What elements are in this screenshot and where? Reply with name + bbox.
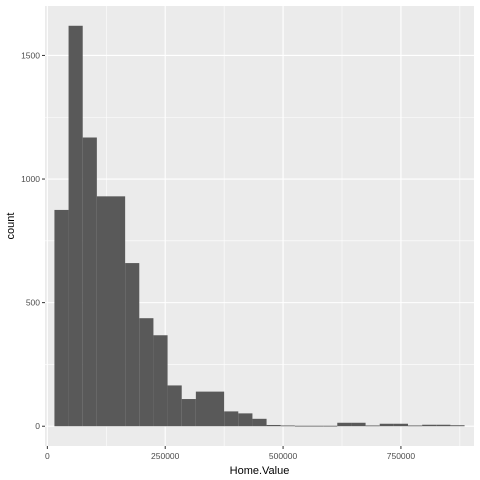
y-axis: 0 500 1000 1500 (21, 50, 45, 431)
grid-major-lines (45, 6, 474, 446)
histogram-bar (280, 425, 295, 427)
histogram-bar (365, 425, 380, 427)
x-tick-label: 0 (45, 451, 50, 461)
y-axis-title: count (5, 213, 17, 240)
histogram-bar (351, 422, 366, 427)
histogram-bar (111, 196, 126, 427)
x-tick-label: 250000 (151, 451, 180, 461)
x-axis-title: Home.Value (230, 465, 290, 477)
histogram-bar (309, 425, 324, 427)
histogram-bar (238, 413, 253, 427)
y-tick-label: 1500 (21, 50, 40, 60)
histogram-bar (210, 391, 225, 427)
histogram-bar (96, 196, 111, 427)
y-tick-label: 0 (35, 421, 40, 431)
histogram-bar (125, 263, 140, 427)
histogram-bar (68, 25, 83, 427)
histogram-bar (167, 385, 182, 427)
histogram-bar (139, 318, 154, 427)
histogram-bar (54, 209, 69, 427)
histogram-bar (450, 425, 465, 427)
y-tick-label: 1000 (21, 174, 40, 184)
histogram-bar (195, 391, 210, 427)
histogram-bar (224, 411, 239, 427)
histogram-bar (82, 137, 97, 427)
x-tick-label: 500000 (269, 451, 298, 461)
histogram-bar (337, 422, 352, 427)
histogram-bar (252, 418, 267, 427)
histogram-bars (54, 25, 465, 427)
histogram-bar (393, 423, 408, 427)
y-tick-label: 500 (26, 298, 40, 308)
histogram-bar (408, 425, 423, 427)
histogram-bar (153, 335, 168, 427)
histogram-bar (323, 425, 338, 427)
histogram-bar (294, 425, 309, 427)
histogram-bar (422, 424, 437, 427)
x-tick-label: 750000 (387, 451, 416, 461)
histogram-bar (181, 399, 196, 427)
grid-minor-lines (45, 6, 474, 446)
histogram-bar (379, 423, 394, 427)
histogram-bar (266, 424, 281, 427)
histogram-bar (436, 424, 451, 427)
x-axis: 0 250000 500000 750000 (45, 446, 415, 461)
